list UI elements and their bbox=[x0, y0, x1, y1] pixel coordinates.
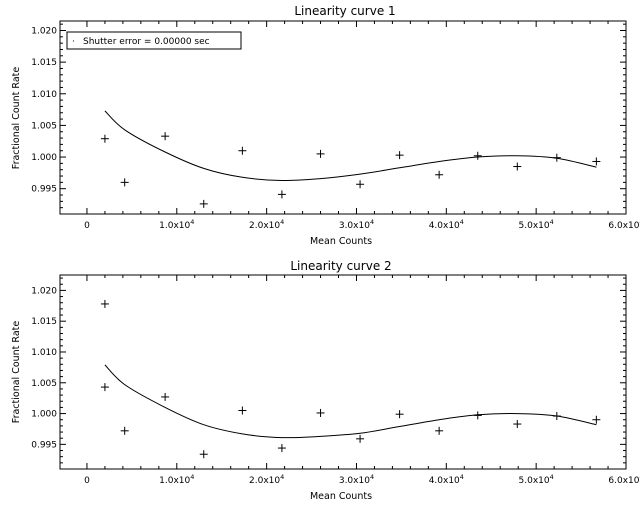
x-tick-label: 0 bbox=[84, 221, 90, 231]
data-point bbox=[120, 178, 129, 187]
x-tick-label: 5.0x104 bbox=[519, 218, 554, 231]
chart-panel-1: Linearity curve 1 0 1.0x104 2.0x104 3.0x104… bbox=[11, 4, 640, 247]
y-tick-label: 0.995 bbox=[31, 185, 57, 195]
data-point bbox=[199, 450, 208, 459]
x-tick-label: 0 bbox=[84, 476, 90, 486]
y-tick-label: 1.010 bbox=[31, 90, 57, 100]
data-point bbox=[199, 199, 208, 208]
data-point bbox=[100, 383, 109, 392]
data-point bbox=[395, 151, 404, 160]
x-tick-label: 5.0x104 bbox=[519, 473, 554, 486]
data-point bbox=[592, 157, 601, 166]
data-point bbox=[316, 149, 325, 158]
y-tick-label: 1.005 bbox=[31, 379, 57, 389]
fit-curve bbox=[104, 364, 597, 439]
legend: · Shutter error = 0.00000 sec bbox=[66, 31, 242, 50]
plot-frame bbox=[59, 20, 627, 215]
data-point bbox=[238, 406, 247, 415]
data-point bbox=[592, 415, 601, 424]
data-point bbox=[473, 411, 482, 420]
data-point bbox=[552, 412, 561, 421]
x-tick-label: 2.0x104 bbox=[249, 218, 284, 231]
data-point bbox=[120, 426, 129, 435]
data-point bbox=[316, 408, 325, 417]
x-tick-label: 6.0x104 bbox=[608, 218, 640, 231]
data-point bbox=[277, 190, 286, 199]
y-tick-label: 1.020 bbox=[31, 286, 57, 296]
x-tick-label: 1.0x104 bbox=[159, 473, 194, 486]
data-point bbox=[473, 151, 482, 160]
data-point bbox=[513, 420, 522, 429]
chart-title: Linearity curve 2 bbox=[290, 259, 391, 273]
y-tick-label: 1.000 bbox=[31, 153, 57, 163]
y-axis-label: Fractional Count Rate bbox=[11, 67, 22, 170]
data-point bbox=[100, 134, 109, 143]
y-tick-label: 1.005 bbox=[31, 121, 57, 131]
x-tick-label: 2.0x104 bbox=[249, 473, 284, 486]
data-point bbox=[435, 170, 444, 179]
chart-title: Linearity curve 1 bbox=[294, 4, 395, 18]
x-axis-label: Mean Counts bbox=[310, 236, 372, 247]
y-tick-label: 0.995 bbox=[31, 440, 57, 450]
y-axis-label: Fractional Count Rate bbox=[11, 321, 22, 424]
data-point bbox=[513, 162, 522, 171]
x-tick-label: 1.0x104 bbox=[159, 218, 194, 231]
data-point bbox=[161, 392, 170, 401]
x-tick-label: 4.0x104 bbox=[429, 218, 464, 231]
data-point bbox=[395, 410, 404, 419]
plot-frame bbox=[59, 274, 627, 470]
legend-marker: · bbox=[72, 37, 75, 47]
x-tick-label: 6.0x104 bbox=[608, 473, 640, 486]
y-tick-label: 1.000 bbox=[31, 410, 57, 420]
legend-label: Shutter error = 0.00000 sec bbox=[83, 37, 210, 47]
x-tick-label: 3.0x104 bbox=[339, 218, 374, 231]
data-point bbox=[552, 153, 561, 162]
data-point bbox=[161, 132, 170, 141]
legend-box bbox=[66, 31, 242, 50]
y-tick-label: 1.015 bbox=[31, 317, 57, 327]
y-tick-label: 1.010 bbox=[31, 348, 57, 358]
x-axis-label: Mean Counts bbox=[310, 491, 372, 502]
y-tick-label: 1.020 bbox=[31, 26, 57, 36]
data-point bbox=[356, 434, 365, 443]
data-point bbox=[100, 299, 109, 308]
data-point bbox=[277, 444, 286, 453]
data-point bbox=[435, 426, 444, 435]
x-tick-label: 3.0x104 bbox=[339, 473, 374, 486]
data-point bbox=[238, 146, 247, 155]
y-tick-label: 1.015 bbox=[31, 58, 57, 68]
fit-curve bbox=[104, 110, 597, 182]
x-tick-label: 4.0x104 bbox=[429, 473, 464, 486]
data-point bbox=[356, 180, 365, 189]
chart-panel-2: Linearity curve 2 0 1.0x104 2.0x104 3.0x104… bbox=[11, 259, 640, 502]
